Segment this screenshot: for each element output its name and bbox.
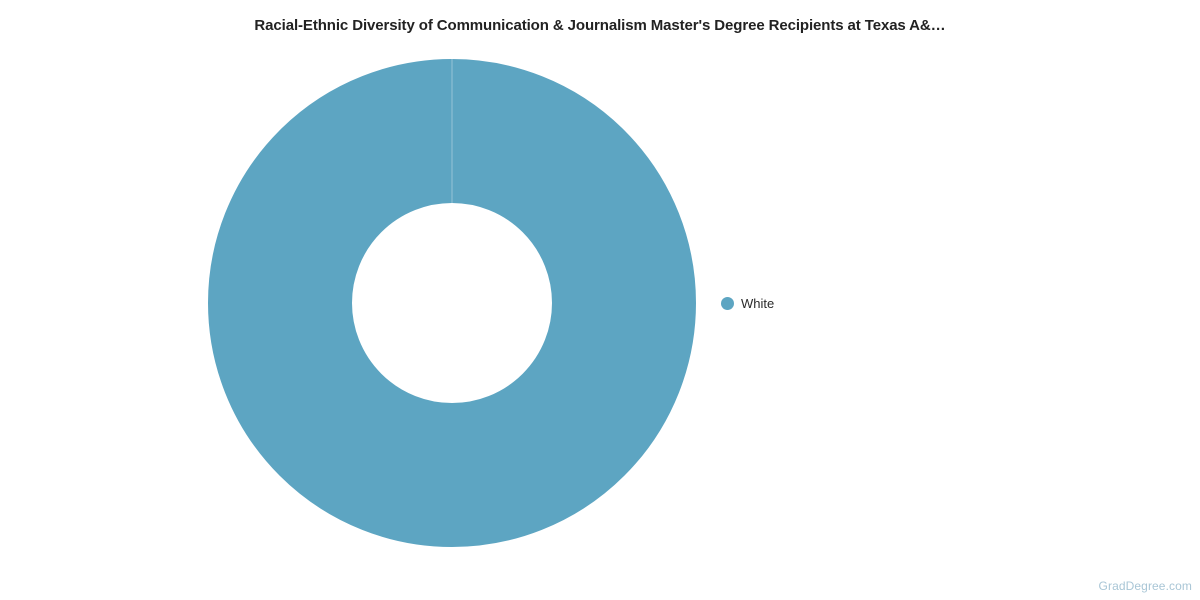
legend-item-white[interactable]: White <box>721 295 774 312</box>
watermark-graddegree: GradDegree.com <box>1098 579 1192 593</box>
legend-item-label: White <box>741 296 775 311</box>
donut-slice-white[interactable] <box>208 59 696 547</box>
donut-chart <box>208 59 696 547</box>
legend-swatch-icon <box>721 297 734 310</box>
chart-title: Racial-Ethnic Diversity of Communication… <box>254 17 946 34</box>
chart-legend: White <box>721 295 774 312</box>
donut-svg <box>208 59 696 547</box>
